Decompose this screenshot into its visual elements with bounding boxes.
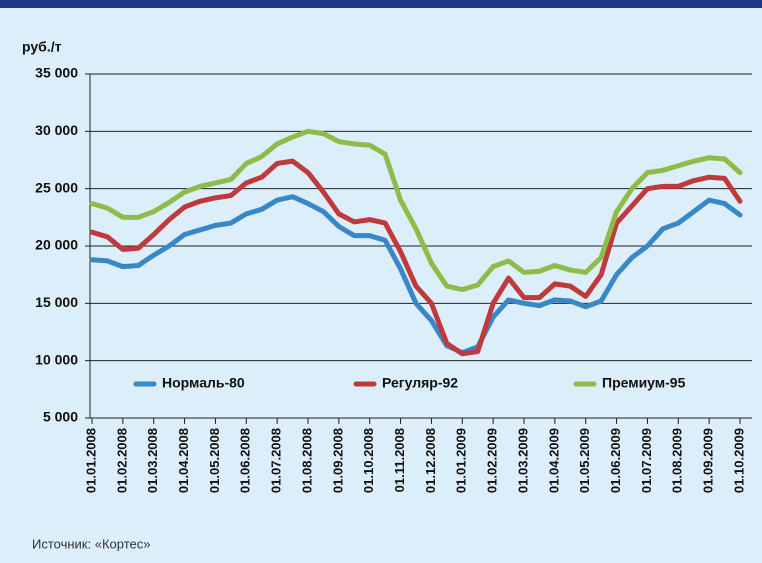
x-tick-label: 01.04.2008	[176, 428, 191, 493]
x-tick-label: 01.09.2009	[701, 428, 716, 493]
x-tick-label: 01.07.2008	[269, 428, 284, 493]
line-series	[89, 128, 743, 293]
y-tick-label: 35 000	[35, 65, 78, 81]
x-tick-label: 01.12.2008	[423, 428, 438, 493]
x-tick-label: 01.06.2009	[608, 428, 623, 493]
y-tick-label: 25 000	[35, 179, 78, 195]
y-tick-label: 20 000	[35, 237, 78, 253]
legend-label: Премиум-95	[602, 375, 686, 391]
x-tick-label: 01.10.2009	[731, 428, 746, 493]
x-tick-label: 01.05.2008	[207, 428, 222, 493]
y-tick-label: 10 000	[35, 351, 78, 367]
x-tick-label: 01.05.2009	[577, 428, 592, 493]
y-tick-label: 15 000	[35, 294, 78, 310]
y-tick-label: 30 000	[35, 122, 78, 138]
legend-label: Нормаль-80	[162, 375, 245, 391]
x-tick-label: 01.06.2008	[238, 428, 253, 493]
x-tick-label: 01.01.2008	[83, 428, 98, 493]
y-tick-label: 5 000	[43, 409, 78, 425]
x-tick-label: 01.04.2009	[546, 428, 561, 493]
line-series	[89, 194, 743, 356]
x-tick-label: 01.01.2009	[454, 428, 469, 493]
top-bar	[0, 0, 762, 8]
source: Источник: «Кортес»	[32, 536, 150, 551]
x-tick-label: 01.08.2008	[299, 428, 314, 493]
x-tick-label: 01.02.2008	[114, 428, 129, 493]
y-axis-label: руб./т	[22, 39, 62, 55]
x-tick-label: 01.03.2009	[515, 428, 530, 493]
legend-label: Регуляр-92	[382, 375, 458, 391]
line-series	[89, 158, 743, 357]
x-tick-label: 01.11.2008	[392, 428, 407, 492]
x-tick-label: 01.10.2008	[361, 428, 376, 493]
x-tick-label: 01.02.2009	[485, 428, 500, 493]
x-tick-label: 01.03.2008	[145, 428, 160, 493]
x-tick-label: 01.08.2009	[670, 428, 685, 493]
x-tick-label: 01.09.2008	[330, 428, 345, 493]
x-tick-label: 01.07.2009	[639, 428, 654, 493]
